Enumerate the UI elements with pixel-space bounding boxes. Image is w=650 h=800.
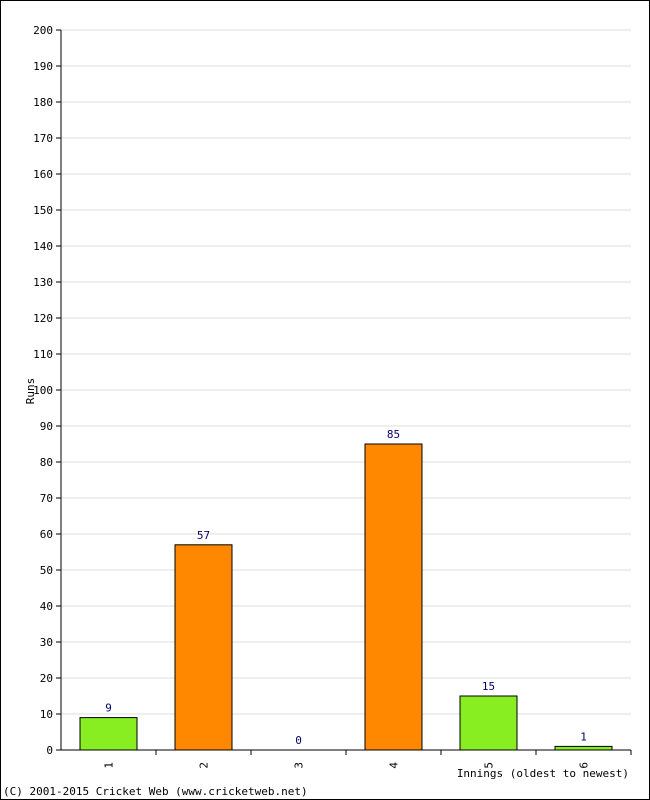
value-label: 9 bbox=[105, 702, 112, 715]
value-label: 57 bbox=[197, 529, 210, 542]
y-tick-label: 90 bbox=[40, 420, 53, 433]
y-tick-label: 110 bbox=[33, 348, 53, 361]
x-tick-label: 3 bbox=[293, 762, 306, 769]
value-labels: 9 57 0 85 15 1 bbox=[105, 428, 587, 747]
y-tick-label: 40 bbox=[40, 600, 53, 613]
y-tick-label: 190 bbox=[33, 60, 53, 73]
y-tick-label: 180 bbox=[33, 96, 53, 109]
axes bbox=[56, 29, 632, 755]
grid-lines bbox=[61, 29, 631, 715]
y-tick-label: 60 bbox=[40, 528, 53, 541]
bars bbox=[79, 443, 613, 751]
y-tick-label: 130 bbox=[33, 276, 53, 289]
bar-innings-5 bbox=[459, 695, 518, 751]
y-tick-label: 0 bbox=[46, 744, 53, 757]
x-tick-label: 1 bbox=[103, 762, 116, 769]
value-label: 85 bbox=[387, 428, 400, 441]
y-tick-labels: 0 10 20 30 40 50 60 70 80 90 100 110 120 130 140 150 160… bbox=[33, 24, 53, 757]
x-tick-labels: 1 2 3 4 5 6 bbox=[103, 762, 591, 769]
y-tick-label: 170 bbox=[33, 132, 53, 145]
value-label: 15 bbox=[482, 680, 495, 693]
y-tick-label: 10 bbox=[40, 708, 53, 721]
x-tick-label: 6 bbox=[578, 762, 591, 769]
y-tick-label: 80 bbox=[40, 456, 53, 469]
y-tick-label: 140 bbox=[33, 240, 53, 253]
copyright-notice: (C) 2001-2015 Cricket Web (www.cricketwe… bbox=[3, 785, 308, 798]
y-tick-label: 20 bbox=[40, 672, 53, 685]
y-tick-label: 30 bbox=[40, 636, 53, 649]
x-tick-label: 4 bbox=[388, 762, 401, 769]
y-tick-label: 160 bbox=[33, 168, 53, 181]
y-axis-title: Runs bbox=[24, 378, 37, 405]
y-tick-label: 150 bbox=[33, 204, 53, 217]
x-axis-title: Innings (oldest to newest) bbox=[457, 767, 629, 780]
y-tick-label: 100 bbox=[33, 384, 53, 397]
bar-innings-6 bbox=[554, 745, 613, 751]
value-label: 1 bbox=[580, 730, 587, 743]
bar-innings-4 bbox=[364, 443, 423, 751]
x-tick-label: 2 bbox=[198, 762, 211, 769]
y-tick-label: 70 bbox=[40, 492, 53, 505]
y-tick-label: 50 bbox=[40, 564, 53, 577]
x-tick-label: 5 bbox=[483, 762, 496, 769]
y-tick-label: 200 bbox=[33, 24, 53, 37]
y-tick-label: 120 bbox=[33, 312, 53, 325]
bar-innings-1 bbox=[79, 717, 138, 751]
bar-innings-2 bbox=[174, 544, 233, 751]
value-label: 0 bbox=[295, 734, 302, 747]
